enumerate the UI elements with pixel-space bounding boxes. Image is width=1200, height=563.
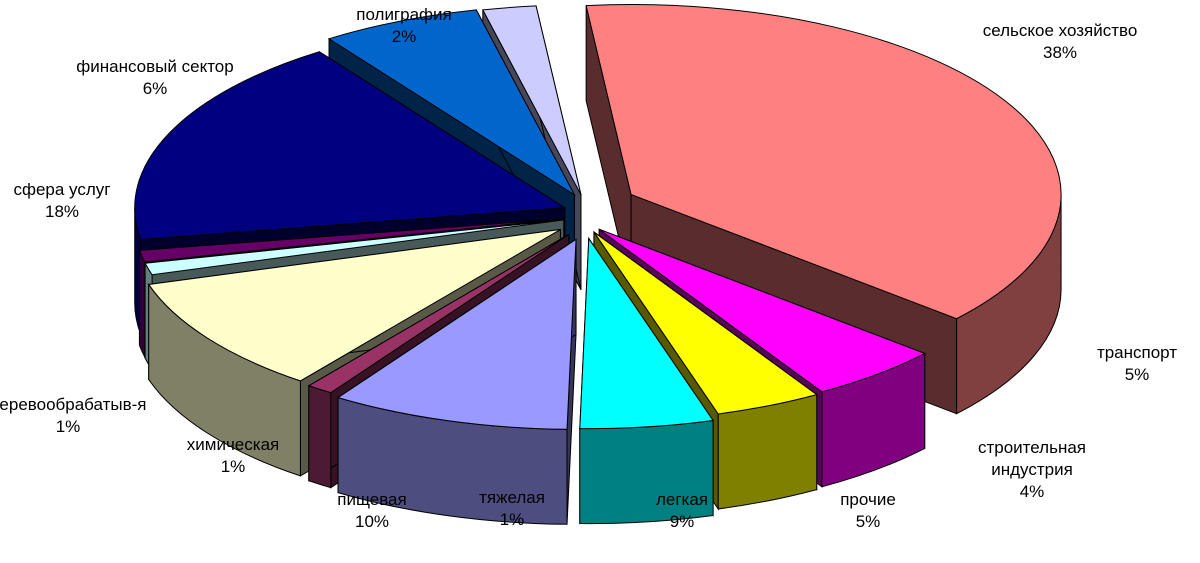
- slice-label: химическая 1%: [187, 435, 279, 476]
- slice-percent: 1%: [56, 417, 81, 436]
- pie-slice: [579, 236, 714, 525]
- slice-label: строительная индустрия 4%: [978, 438, 1086, 501]
- slice-name: строительная: [978, 438, 1086, 457]
- pie-slice-top: [598, 228, 926, 393]
- slice-name: индустрия: [991, 460, 1073, 479]
- slice-label: сфера услуг 18%: [13, 180, 110, 221]
- pie-slice-top: [336, 238, 577, 430]
- slice-percent: 1%: [221, 457, 246, 476]
- slice-label: транспорт 5%: [1097, 343, 1177, 384]
- slice-name: транспорт: [1097, 343, 1177, 362]
- slice-percent: 9%: [670, 512, 695, 531]
- slice-name: химическая: [187, 435, 279, 454]
- slice-name: пищевая: [337, 490, 406, 509]
- slice-percent: 4%: [1020, 482, 1045, 501]
- slice-name: прочие: [840, 490, 896, 509]
- slice-percent: 38%: [1043, 43, 1077, 62]
- pie-slice-top: [147, 229, 561, 382]
- slice-label: легкая 9%: [656, 490, 708, 531]
- pie-slice-top: [327, 9, 576, 197]
- pie-slice-wall: [308, 385, 332, 489]
- pie-slice-top: [307, 233, 570, 394]
- slice-name: финансовый сектор: [76, 57, 233, 76]
- slice-percent: 18%: [45, 202, 79, 221]
- slice-percent: 6%: [143, 79, 168, 98]
- pie-slice-top: [585, 4, 1062, 320]
- pie-slice-wall: [138, 250, 146, 358]
- pie-slices: [134, 4, 1062, 525]
- slice-percent: 1%: [500, 510, 525, 529]
- slice-label: финансовый сектор 6%: [76, 57, 233, 98]
- slice-label: сельское хозяйство 38%: [983, 21, 1138, 62]
- pie-slice-top: [134, 51, 567, 240]
- pie-slice-top: [138, 218, 564, 263]
- slice-name: сельское хозяйство: [983, 21, 1138, 40]
- slice-name: тяжелая: [479, 488, 545, 507]
- slice-percent: 10%: [355, 512, 389, 531]
- slice-label: полиграфия 2%: [356, 5, 452, 46]
- pie-slice-top: [482, 5, 582, 196]
- slice-percent: 5%: [856, 512, 881, 531]
- pie-slice-top: [593, 231, 818, 415]
- slice-label: пищевая 10%: [337, 490, 406, 531]
- slice-label: деревообрабатыв-я 1%: [0, 395, 147, 436]
- slice-label: тяжелая 1%: [479, 488, 545, 529]
- pie-slice-top: [144, 219, 564, 276]
- pie-labels: сельское хозяйство 38% транспорт 5% строител…: [0, 5, 1177, 531]
- slice-label: прочие 5%: [840, 490, 896, 531]
- slice-name: деревообрабатыв-я: [0, 395, 147, 414]
- pie-slice-top: [579, 237, 714, 430]
- slice-percent: 2%: [392, 27, 417, 46]
- slice-percent: 5%: [1125, 365, 1150, 384]
- slice-name: легкая: [656, 490, 708, 509]
- pie-slice: [336, 238, 577, 525]
- slice-name: сфера услуг: [13, 180, 110, 199]
- slice-name: полиграфия: [356, 5, 452, 24]
